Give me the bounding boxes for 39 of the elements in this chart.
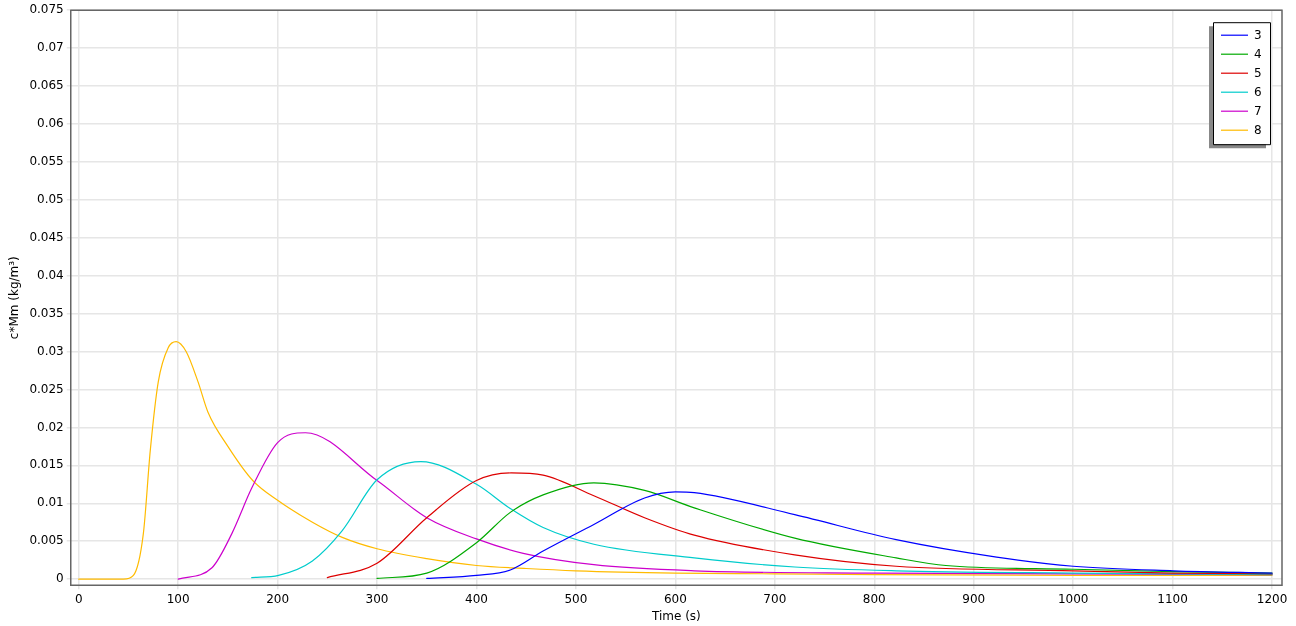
x-tick-label: 300 bbox=[365, 591, 389, 606]
y-tick-label: 0.025 bbox=[29, 381, 64, 396]
legend-label: 4 bbox=[1254, 47, 1262, 62]
line-series bbox=[78, 341, 1273, 580]
y-tick-label: 0.04 bbox=[37, 267, 64, 282]
x-tick-label: 500 bbox=[564, 591, 588, 606]
x-tick-label: 700 bbox=[763, 591, 787, 606]
y-tick-label: 0.035 bbox=[29, 305, 64, 320]
x-tick-label: 100 bbox=[166, 591, 190, 606]
y-tick-label: 0.03 bbox=[37, 343, 64, 358]
legend-label: 8 bbox=[1254, 123, 1262, 138]
line-series bbox=[251, 460, 1273, 579]
x-tick-label: 200 bbox=[266, 591, 290, 606]
x-tick-label: 900 bbox=[962, 591, 986, 606]
y-tick-label: 0.01 bbox=[37, 495, 64, 510]
y-tick-label: 0.055 bbox=[29, 154, 64, 169]
y-tick-label: 0 bbox=[56, 571, 64, 586]
y-tick-label: 0.075 bbox=[29, 2, 64, 17]
legend-label: 5 bbox=[1254, 66, 1262, 81]
x-tick-label: 1200 bbox=[1256, 591, 1288, 606]
x-tick-label: 400 bbox=[465, 591, 488, 606]
x-tick-label: 0 bbox=[74, 591, 83, 606]
x-tick-label: 800 bbox=[862, 591, 886, 606]
y-tick-label: 0.06 bbox=[37, 116, 64, 131]
y-axis-title: c*Mm (kg/m³) bbox=[7, 256, 22, 340]
y-tick-label: 0.045 bbox=[29, 229, 64, 244]
y-tick-label: 0.065 bbox=[29, 78, 64, 93]
x-axis-title: Time (s) bbox=[650, 608, 701, 623]
y-tick-label: 0.015 bbox=[29, 457, 64, 472]
legend-label: 3 bbox=[1254, 28, 1262, 43]
y-tick-label: 0.02 bbox=[37, 419, 64, 434]
y-tick-label: 0.005 bbox=[29, 533, 64, 548]
legend-label: 7 bbox=[1254, 104, 1262, 119]
y-tick-label: 0.05 bbox=[37, 191, 64, 206]
x-tick-label: 1100 bbox=[1157, 591, 1188, 606]
y-tick-label: 0.07 bbox=[37, 40, 64, 55]
legend-label: 6 bbox=[1254, 85, 1262, 100]
x-tick-label: 1000 bbox=[1057, 591, 1089, 606]
x-tick-label: 600 bbox=[663, 591, 687, 606]
